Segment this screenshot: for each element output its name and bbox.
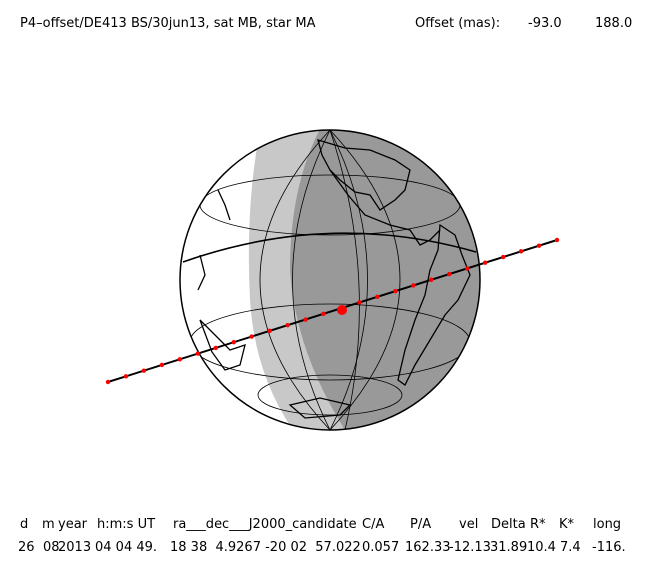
shadow-track [107,239,558,383]
track-point [465,266,470,271]
cell: 7.4 [560,540,581,555]
track-point [375,294,380,299]
track-point [447,271,452,277]
track-point [267,328,272,334]
column-header: P/A [410,517,431,532]
track-point [500,254,506,260]
track-point [429,277,434,282]
track-point [105,379,111,385]
cell: 04 04 49. [95,540,157,555]
column-header: d [20,517,28,532]
cell: 26 [18,540,35,555]
track-point [177,357,183,362]
cell: 08 [43,540,60,555]
track-point [393,288,398,294]
track-point [303,317,308,322]
coastlines [197,139,471,419]
track-point [411,283,416,288]
column-header: K* [559,517,575,532]
closest-approach [337,305,347,315]
cell: 2013 [58,540,91,555]
cell: 162.33 [405,540,451,555]
track-point [321,311,326,317]
track-point [123,374,129,379]
title: P4–offset/DE413 BS/30jun13, sat MB, star… [20,16,316,31]
track-point [554,237,560,243]
cell: 18 38 4.9267 -20 02 57.022 [170,540,361,555]
offset-label: Offset (mas): [415,16,500,31]
offset-x: -93.0 [528,16,562,31]
column-header: m [42,517,55,532]
cell: 0.057 [362,540,399,555]
track-point [249,334,254,339]
column-header: year [58,517,88,532]
offset-y: 188.0 [595,16,632,31]
cell: -12.13 [449,540,491,555]
track-point [482,260,488,265]
column-header: ra___dec___J2000_candidate [173,517,357,532]
cell: 10.4 [527,540,556,555]
column-header: Delta [491,517,526,532]
track-point [213,345,218,351]
cell: 31.89 [490,540,527,555]
column-header: long [593,517,621,532]
track-point [231,340,236,345]
globe [180,130,480,430]
track-point [357,300,362,305]
track-point [285,323,290,328]
track-point [141,368,147,373]
track-point [536,243,542,248]
track-point [518,249,524,254]
track-point [195,351,200,356]
column-header: h:m:s UT [97,517,155,532]
track-point [159,362,165,368]
column-header: R* [530,517,546,532]
results-table: d m year h:m:s UT ra___dec___J2000_candidate… [18,517,626,555]
column-header: vel [459,517,478,532]
column-header: C/A [362,517,384,532]
night-zone [290,130,480,430]
cell: -116. [592,540,626,555]
globe-outline [179,129,481,431]
